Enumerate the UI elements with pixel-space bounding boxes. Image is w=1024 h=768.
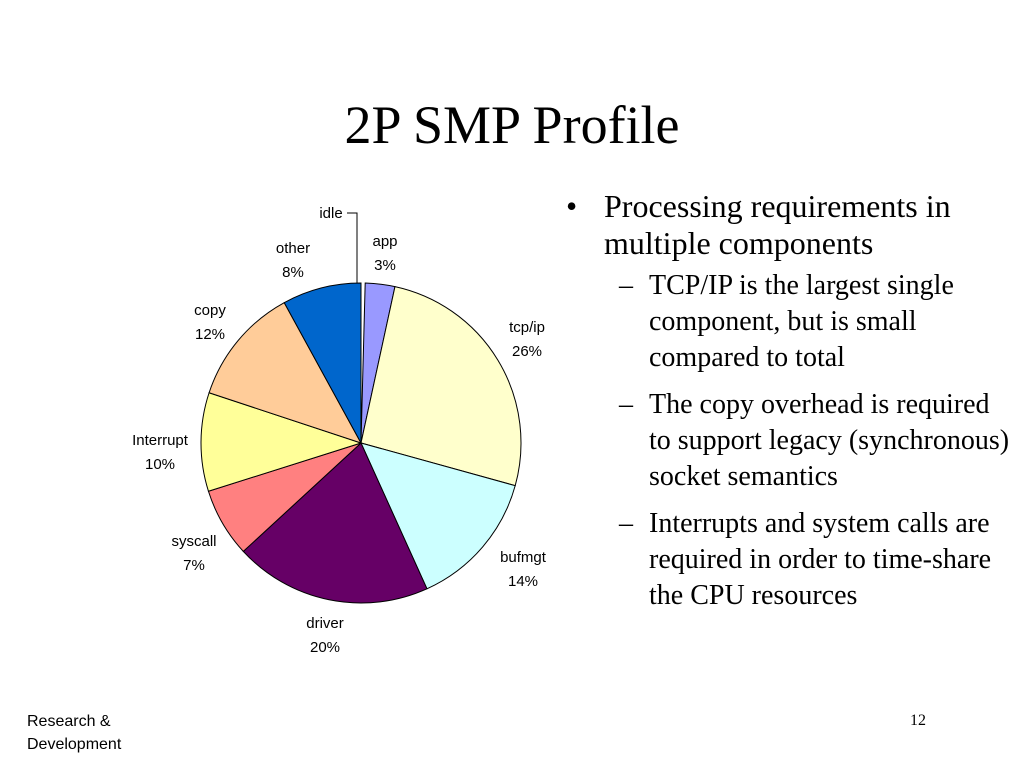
sub-bullet-text: TCP/IP is the largest single component, … [649, 270, 954, 373]
sub-bullet-item: – The copy overhead is required to suppo… [560, 387, 1010, 495]
footer-org: Research & Development [27, 710, 121, 756]
slice-percent-label: 10% [145, 456, 175, 473]
slide-title: 2P SMP Profile [344, 95, 680, 155]
bullet-main: • Processing requirements in multiple co… [560, 188, 1010, 262]
slice-label: driver [306, 615, 344, 632]
slice-percent-label: 14% [508, 573, 538, 590]
slice-label: other [276, 240, 310, 257]
slice-label: tcp/ip [509, 319, 545, 336]
slice-label: app [372, 233, 397, 250]
pie-slice-driver [242, 442, 428, 604]
page-number: 12 [910, 712, 926, 729]
sub-bullet-text: The copy overhead is required to support… [649, 389, 1010, 492]
sub-bullet-text: Interrupts and system calls are required… [649, 508, 992, 611]
pie-slice-copy [208, 301, 363, 444]
sub-bullet-item: – Interrupts and system calls are requir… [560, 506, 1010, 614]
slice-percent-label: 12% [195, 326, 225, 343]
bullet-marker: • [566, 188, 578, 224]
pie-slice-bufmgt [360, 442, 516, 590]
bullet-main-text: Processing requirements in multiple comp… [604, 188, 951, 261]
sub-bullet-item: – TCP/IP is the largest single component… [560, 268, 1010, 376]
footer-line: Development [27, 736, 122, 753]
footer-line: Research & [27, 713, 111, 730]
pie-slice-other [283, 282, 362, 444]
sub-bullet-marker: – [619, 389, 633, 420]
slice-percent-label: 26% [512, 343, 542, 360]
slice-label: idle [319, 205, 342, 222]
slice-percent-label: 3% [374, 257, 396, 274]
sub-bullet-marker: – [619, 270, 633, 301]
slice-label: copy [194, 302, 226, 319]
slice-percent-label: 8% [282, 264, 304, 281]
slice-percent-label: 7% [183, 557, 205, 574]
slice-label: syscall [171, 533, 216, 550]
pie-slice-interrupt [200, 392, 363, 492]
leader-line [347, 212, 358, 284]
slice-label: Interrupt [132, 432, 189, 449]
pie-chart: idle app 3% tcp/ip 26% bufmgt 14% driver 20% sysc… [132, 205, 547, 656]
pie-slice-tcp-ip [360, 286, 522, 487]
sub-bullet-list: – TCP/IP is the largest single component… [560, 268, 1010, 614]
sub-bullet-marker: – [619, 508, 633, 539]
bullet-list: • Processing requirements in multiple co… [560, 188, 1010, 625]
slice-percent-label: 20% [310, 639, 340, 656]
slice-label: bufmgt [500, 549, 547, 566]
